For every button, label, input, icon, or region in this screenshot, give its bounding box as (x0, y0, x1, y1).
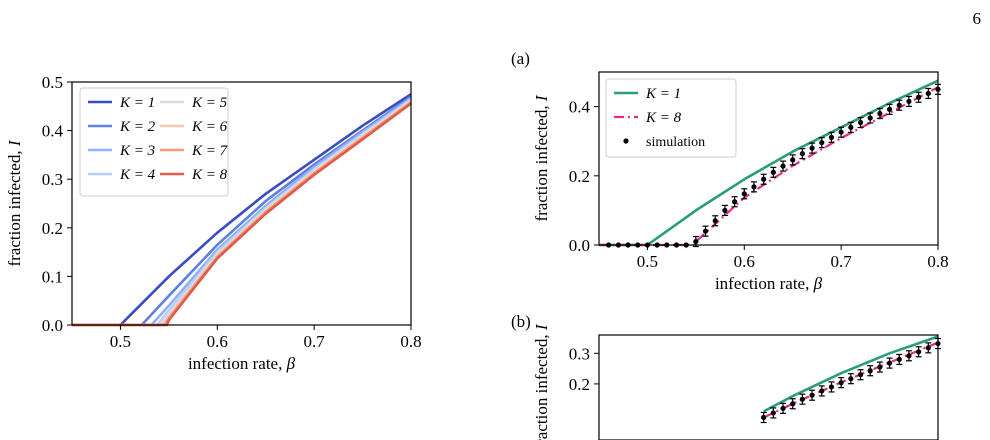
legend-entry-label: K = 2 (119, 119, 156, 135)
data-point (886, 360, 893, 366)
axes-frame-b (598, 334, 939, 440)
data-point (838, 129, 844, 135)
x-tick-label: 0.5 (110, 332, 131, 351)
data-point (828, 134, 835, 140)
panel-label-b: (b) (511, 312, 531, 331)
x-axis-label-a: infection rate, β (715, 274, 823, 293)
x-tick-label: 0.6 (734, 252, 755, 271)
data-point (741, 191, 747, 197)
data-point (790, 157, 796, 163)
data-point (925, 90, 931, 97)
data-point (906, 98, 912, 105)
legend-entry-label: K = 3 (119, 143, 155, 159)
y-tick-label: 0.0 (42, 316, 63, 335)
data-point (780, 405, 786, 411)
series-left-k-8 (72, 102, 412, 327)
chart-b: (b) 0.2 0.3 fraction infected, I (511, 312, 941, 440)
data-point (867, 368, 873, 374)
legend-box-a (605, 78, 737, 158)
data-point (896, 102, 902, 108)
data-point (848, 376, 854, 382)
legend-entry-label: K = 8 (191, 167, 228, 183)
chart-a: (a) 0.5 0.6 0.7 0.8 0.0 0.2 0.4 infection rate, … (511, 49, 949, 293)
legend-entry-label: K = 6 (191, 119, 228, 135)
legend-entry-label: K = 1 (645, 86, 681, 102)
legend-marker (623, 138, 629, 144)
x-tick-label: 0.8 (400, 332, 421, 351)
data-point (819, 139, 825, 146)
x-tick-label: 0.6 (207, 332, 228, 351)
data-point (809, 145, 815, 151)
data-point (916, 94, 922, 100)
y-tick-label: 0.3 (569, 344, 590, 363)
series-left-k-3 (72, 96, 412, 327)
y-axis-label-b: fraction infected, I (532, 323, 551, 440)
y-axis-label-a: fraction infected, I (532, 94, 551, 221)
data-point (693, 238, 699, 245)
data-point (877, 364, 883, 370)
data-point (819, 388, 825, 394)
y-tick-label: 0.0 (569, 236, 590, 255)
data-point (770, 410, 776, 416)
series-a-k-1 (599, 79, 939, 247)
data-point (770, 169, 776, 175)
series-b-simulation (760, 337, 941, 424)
data-point (761, 414, 767, 421)
data-point (848, 124, 854, 130)
data-point (906, 353, 912, 359)
y-tick-label: 0.3 (42, 170, 63, 189)
x-tick-label: 0.5 (637, 252, 658, 271)
data-point (751, 184, 757, 190)
y-tick-label: 0.2 (569, 375, 590, 394)
data-point (867, 115, 873, 121)
data-point (877, 110, 883, 117)
legend-entry-label: K = 8 (645, 110, 682, 126)
data-point (761, 176, 767, 182)
legend-box-left (79, 87, 229, 197)
y-tick-label: 0.4 (569, 98, 591, 117)
legend-entry-label: simulation (646, 135, 705, 150)
data-point (799, 151, 806, 157)
y-tick-label: 0.4 (42, 122, 64, 141)
data-point (916, 349, 922, 355)
data-point (886, 106, 893, 112)
left-chart: 0.5 0.6 0.7 0.8 0.0 0.1 0.2 0.3 0.4 0.5 infection … (5, 73, 422, 373)
data-point (828, 384, 835, 390)
data-point (722, 207, 728, 213)
y-tick-label: 0.2 (569, 167, 590, 186)
legend-entry-label: K = 4 (119, 167, 156, 183)
x-tick-label: 0.8 (927, 252, 948, 271)
x-axis-label-left: infection rate, β (188, 354, 296, 373)
series-b-k-1 (763, 335, 939, 413)
y-axis-label-left: fraction infected, I (5, 139, 24, 266)
axes-frame-left (71, 81, 412, 326)
series-left-k-1 (72, 93, 412, 327)
x-tick-label: 0.7 (831, 252, 853, 271)
legend-entry-label: K = 7 (191, 143, 229, 159)
data-point (857, 372, 864, 378)
data-point (790, 401, 796, 407)
series-left-k-2 (72, 95, 412, 327)
y-tick-label: 0.2 (42, 219, 63, 238)
data-point (712, 218, 718, 224)
x-tick-label: 0.7 (304, 332, 326, 351)
data-point (857, 119, 864, 126)
y-tick-label: 0.5 (42, 73, 63, 92)
data-point (809, 392, 815, 398)
legend-entry-label: K = 5 (191, 95, 228, 111)
data-point (799, 396, 806, 402)
data-point (732, 199, 738, 205)
data-point (702, 228, 709, 234)
panel-label-a: (a) (511, 49, 530, 68)
y-tick-label: 0.1 (42, 267, 63, 286)
page-number: 6 (973, 9, 982, 28)
axes-frame-a (598, 71, 939, 246)
data-point (780, 163, 786, 169)
data-point (896, 356, 902, 363)
data-point (925, 345, 931, 351)
data-point (838, 380, 844, 386)
legend-entry-label: K = 1 (119, 95, 155, 111)
